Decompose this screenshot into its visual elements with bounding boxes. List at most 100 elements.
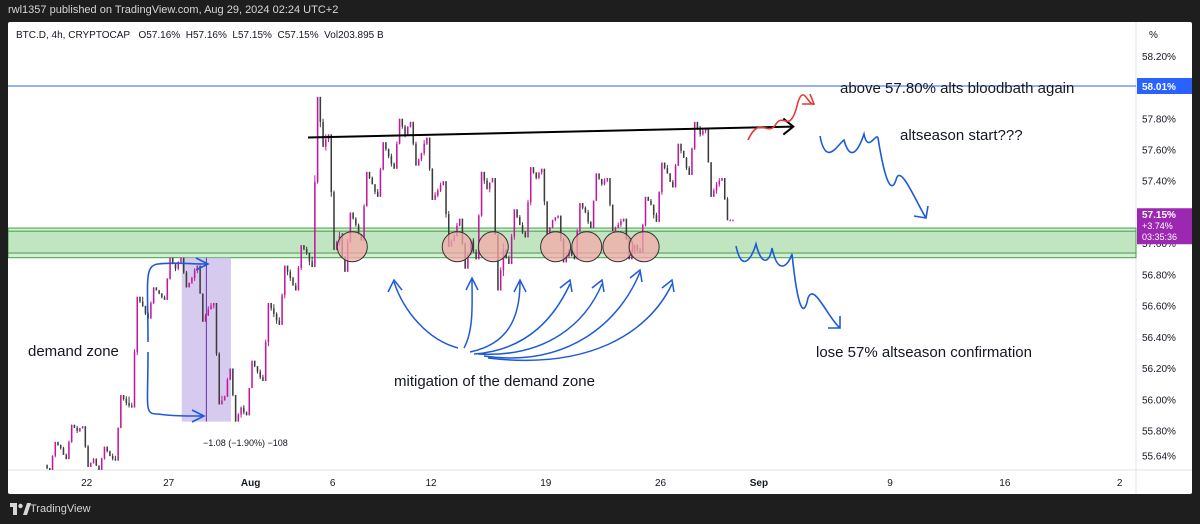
candle-body (546, 201, 548, 235)
candle-body (726, 199, 729, 221)
demand-bracket-top-arrow (146, 262, 207, 343)
candle-body (713, 190, 715, 197)
symbol-legend[interactable]: BTC.D, 4h, CRYPTOCAP O57.16% H57.16% L57… (16, 30, 384, 41)
time-tick-label: 9 (887, 478, 893, 489)
candle-body (579, 203, 581, 232)
candle-body (647, 196, 650, 201)
mitigation-arrowhead-7 (661, 278, 675, 293)
candle-body (87, 446, 89, 467)
candle-body (316, 96, 319, 182)
candle-body (707, 128, 710, 163)
candle-body (382, 142, 384, 170)
candle-body (114, 458, 117, 461)
candle-body (169, 257, 171, 279)
candle-body (322, 121, 324, 147)
legend-low: L57.15% (232, 30, 272, 41)
candle-body (76, 427, 78, 431)
candle-body (625, 218, 628, 239)
legend-open: O57.16% (138, 30, 181, 41)
candle-body (185, 272, 188, 288)
time-axis[interactable]: 22 27 Aug 6 12 19 26 Sep 9 16 2 (81, 478, 1123, 489)
candle-body (598, 173, 600, 179)
time-tick-label: 2 (1117, 478, 1123, 489)
candle-body (251, 360, 253, 389)
level-price-tag-bg (1137, 78, 1192, 94)
annotation-above: above 57.80% alts bloodbath again (840, 80, 1074, 97)
candle-body (729, 220, 731, 222)
candle-body (215, 302, 218, 354)
candle-body (98, 465, 100, 470)
candle-body (111, 455, 114, 459)
candle-body (437, 190, 439, 196)
measured-box-layer (181, 257, 231, 422)
scale-unit-label[interactable]: % (1149, 30, 1158, 41)
candle-body (508, 258, 510, 264)
candle-body (240, 407, 242, 415)
resistance-trendline[interactable] (308, 125, 794, 139)
candle-body (284, 265, 286, 296)
mitigation-arrow-6 (483, 271, 641, 359)
candle-body (699, 128, 701, 135)
candle-body (103, 446, 106, 459)
candle-body (554, 217, 557, 221)
candle-body (297, 267, 300, 291)
candle-body (81, 426, 84, 429)
candle-body (207, 309, 210, 316)
change-tag: +3.74% (1142, 221, 1173, 231)
candle-body (693, 121, 696, 149)
candle-body (212, 302, 215, 306)
price-tick-label: 57.40% (1142, 177, 1176, 188)
demand-bracket-bottom-head (191, 409, 206, 423)
candle-body (442, 181, 445, 185)
candle-body (420, 153, 423, 160)
candle-body (650, 200, 652, 205)
candle-body (117, 427, 119, 461)
mitigation-arrow-7 (487, 283, 673, 362)
time-tick-label: Sep (750, 478, 768, 489)
legend-high: H57.16% (185, 30, 227, 41)
candle-body (387, 149, 390, 157)
candle-body (51, 455, 54, 470)
candle-body (92, 459, 95, 463)
candle-body (401, 118, 404, 127)
candle-body (259, 371, 261, 378)
candle-body (229, 368, 231, 380)
candle-body (551, 220, 554, 228)
candle-body (595, 173, 598, 201)
candle-body (289, 271, 292, 278)
candle-body (188, 282, 190, 288)
chart-frame[interactable]: 58.20%58.00%57.80%57.60%57.40%57.20%57.0… (8, 22, 1192, 494)
candle-body (46, 465, 48, 469)
chart-svg[interactable]: 58.20%58.00%57.80%57.60%57.40%57.20%57.0… (8, 22, 1192, 494)
candle-body (199, 265, 201, 294)
candle-body (267, 302, 270, 342)
blue-lose-arrowhead (828, 316, 841, 329)
candle-body (663, 162, 666, 168)
candle-body (488, 182, 491, 190)
candle-body (357, 224, 360, 235)
candle-body (721, 178, 723, 181)
candle-body (65, 454, 67, 460)
candle-body (368, 171, 371, 179)
price-scale[interactable]: 58.20%58.00%57.80%57.60%57.40%57.20%57.0… (1142, 52, 1176, 463)
candle-body (256, 366, 259, 372)
candle-body (158, 290, 160, 294)
time-tick-label: 16 (999, 478, 1011, 489)
candle-body (73, 424, 76, 428)
candle-body (125, 398, 128, 403)
annotation-altseason: altseason start??? (900, 127, 1023, 144)
candle-body (90, 462, 92, 467)
candle-body (617, 224, 619, 229)
price-tick-label: 56.80% (1142, 270, 1176, 281)
candle-body (166, 278, 169, 300)
candle-body (423, 143, 425, 154)
candle-body (163, 297, 166, 300)
candle-body (696, 121, 699, 129)
price-tick-label: 56.60% (1142, 302, 1176, 313)
candle-body (723, 178, 726, 200)
candle-body (519, 217, 521, 225)
mitigation-circle (571, 231, 603, 263)
candle-body (59, 445, 62, 449)
candle-body (447, 214, 450, 247)
candle-body (540, 168, 543, 173)
